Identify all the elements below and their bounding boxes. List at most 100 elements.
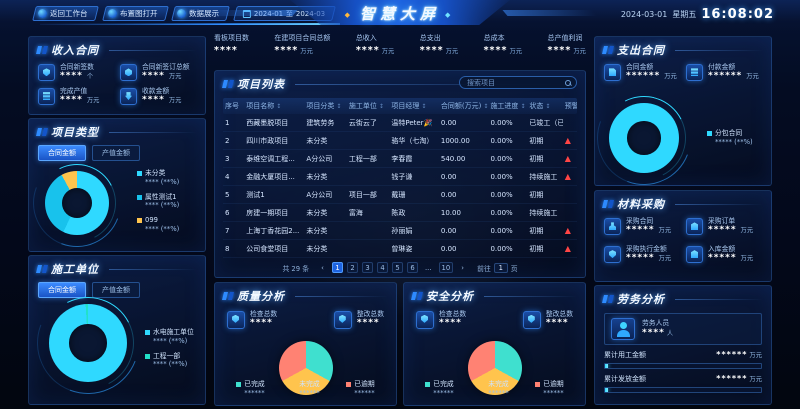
next-page-button[interactable]: ›	[461, 263, 465, 272]
project-type-panel: 项目类型 合同金额 产值金额 未分类 **** (**%) 属性测试1 **** (**…	[18, 118, 206, 262]
current-weekday: 星期五	[672, 10, 697, 19]
legend-label: 属性测试1	[145, 192, 177, 201]
legend-swatch	[137, 194, 142, 200]
bar-label: 累计用工金额	[604, 351, 646, 359]
page-button[interactable]: 6	[407, 262, 419, 273]
card-unit: 万元	[662, 73, 677, 81]
prev-page-button[interactable]: ‹	[321, 263, 324, 272]
page-button[interactable]: 3	[362, 262, 374, 273]
column-header[interactable]: 序号	[225, 102, 239, 110]
kpi-value: **** 万元	[483, 44, 523, 56]
legend-swatch	[425, 382, 431, 388]
table-cell: 建筑劳务	[306, 118, 335, 127]
table-cell: 初期	[529, 190, 544, 199]
column-header[interactable]: 状态	[527, 101, 562, 111]
tab-合同金额[interactable]: 合同金额	[38, 282, 86, 298]
legend-item[interactable]: 属性测试1 **** (**%)	[137, 193, 179, 211]
table-row[interactable]: 1 西藏墨脱项目 建筑劳务 云街云了 温特Peter🎉 0.00 0.00% 已竣工（已备..…	[223, 114, 577, 132]
goto-page-input[interactable]	[493, 262, 508, 273]
legend-item[interactable]: 已完成 ******	[236, 379, 265, 399]
expense-donut-chart	[581, 75, 707, 201]
column-header[interactable]: 项目经理	[389, 101, 439, 111]
table-row[interactable]: 7 上海丁香花园2... 未分类 孙丽娟 0.00 0.00% 初期 ▲	[223, 222, 577, 240]
section-bullet-icon	[36, 46, 48, 54]
tab-产值金额[interactable]: 产值金额	[92, 145, 140, 161]
stat-card: 采购合同 ***** 万元	[604, 217, 680, 237]
search-input[interactable]	[465, 77, 565, 88]
section-bullet-icon	[411, 292, 423, 300]
card-unit: 万元	[166, 97, 182, 105]
section-bullet-icon	[602, 46, 614, 54]
legend-item[interactable]: 已完成 ******	[425, 380, 454, 399]
expense-cards: 合同金额 ****** 万元 付款金额 ****** 万元	[595, 61, 771, 85]
legend-swatch	[236, 382, 242, 388]
table-cell: A分公司	[306, 190, 333, 199]
search-icon[interactable]	[565, 79, 571, 86]
legend-item[interactable]: 未完成 ******	[480, 380, 509, 399]
legend-item[interactable]: 099 **** (**%)	[137, 216, 179, 234]
legend-item[interactable]: 水电施工单位 **** (**%)	[145, 328, 194, 346]
card-unit: 万元	[84, 97, 100, 105]
legend-swatch	[707, 130, 712, 136]
kpi-unit: 万元	[571, 47, 586, 55]
column-header[interactable]: 项目名称	[244, 101, 304, 111]
table-row[interactable]: 6 房建一期项目 未分类 富海 陈政 10.00 0.00% 持续施工	[223, 204, 577, 222]
column-header[interactable]: 施工进度	[488, 101, 527, 111]
card-value: ****** 万元	[626, 71, 677, 82]
layout-open-button[interactable]: 布置图打开	[101, 6, 168, 21]
kpi-label: 总收入	[355, 34, 377, 42]
table-row[interactable]: 3 泰维空调工程... A分公司 工程一部 李春霞 540.00 0.00% 初期 ▲	[223, 150, 577, 168]
legend-item[interactable]: 已逾期 ******	[535, 380, 564, 399]
table-cell: 测试1	[246, 190, 265, 199]
legend-value: ******	[244, 389, 265, 398]
legend-label: 未分类	[145, 169, 166, 177]
card-label: 入库金额	[708, 244, 736, 253]
legend-swatch	[145, 329, 150, 335]
table-row[interactable]: 2 四川市政项目 未分类 骆华（七淘） 1000.00 0.00% 初期 ▲	[223, 132, 577, 150]
goto-label: 前往	[477, 264, 491, 273]
quality-legend: 已完成 ****** 未完成 ****** 已逾期 ******	[215, 380, 396, 399]
column-header[interactable]: 合同额(万元)	[439, 101, 489, 111]
page-button[interactable]: 1	[332, 262, 344, 273]
legend-label: 已逾期	[354, 379, 375, 388]
chip-value: ****	[250, 318, 273, 329]
quality-chips: 检查总数 **** 整改总数 ****	[215, 307, 396, 330]
stat-card: 合同金额 ****** 万元	[604, 63, 680, 83]
stat-card: 合同新签数 **** 个	[38, 63, 114, 83]
legend-item[interactable]: 已逾期 ******	[346, 379, 375, 399]
section-header: 劳务分析	[595, 286, 771, 310]
legend-item[interactable]: 工程一部 **** (**%)	[145, 352, 194, 370]
kpi-unit: 万元	[443, 47, 459, 55]
page-button[interactable]: 2	[347, 262, 359, 273]
column-header[interactable]: 预警	[563, 101, 577, 111]
back-to-workbench-button[interactable]: 返回工作台	[32, 6, 99, 21]
page-ellipsis: ...	[425, 263, 432, 272]
table-cell: 上海丁香花园2...	[246, 226, 300, 235]
card-label: 收款金额	[142, 86, 170, 95]
payment-icon	[686, 64, 703, 82]
donut	[45, 171, 109, 235]
card-unit: 万元	[656, 227, 672, 235]
legend-item[interactable]: 未分类 **** (**%)	[137, 169, 179, 187]
shield-search-icon	[416, 310, 434, 329]
table-row[interactable]: 4 金融大厦项目... 未分类 钱子谦 0.00 0.00% 持续施工 ▲	[223, 168, 577, 186]
project-type-legend: 未分类 **** (**%) 属性测试1 **** (**%) 099 **** (**%…	[137, 169, 179, 234]
page-button[interactable]: 10	[438, 262, 454, 273]
table-cell: 温特Peter🎉	[391, 118, 433, 127]
page-button[interactable]: 5	[392, 262, 404, 273]
legend-item[interactable]: 分包合同 ***** (**%)	[707, 129, 753, 147]
tab-合同金额[interactable]: 合同金额	[38, 145, 86, 161]
tab-产值金额[interactable]: 产值金额	[92, 282, 140, 298]
shield-edit-icon	[333, 310, 352, 329]
table-row[interactable]: 5 测试1 A分公司 项目一部 戴珊 0.00 0.00% 初期	[223, 186, 577, 204]
legend-item[interactable]: 未完成 ******	[291, 380, 320, 399]
page-button[interactable]: 4	[377, 262, 389, 273]
column-header[interactable]: 项目分类	[304, 101, 346, 111]
table-row[interactable]: 8 公司食堂项目 未分类 曾琳姿 0.00 0.00% 初期 ▲	[223, 240, 577, 258]
document-icon	[604, 64, 621, 82]
table-cell: 0.00	[440, 226, 457, 235]
column-header[interactable]: 施工单位	[347, 101, 389, 111]
stack-icon	[38, 88, 55, 106]
legend-label: 已完成	[244, 379, 265, 388]
